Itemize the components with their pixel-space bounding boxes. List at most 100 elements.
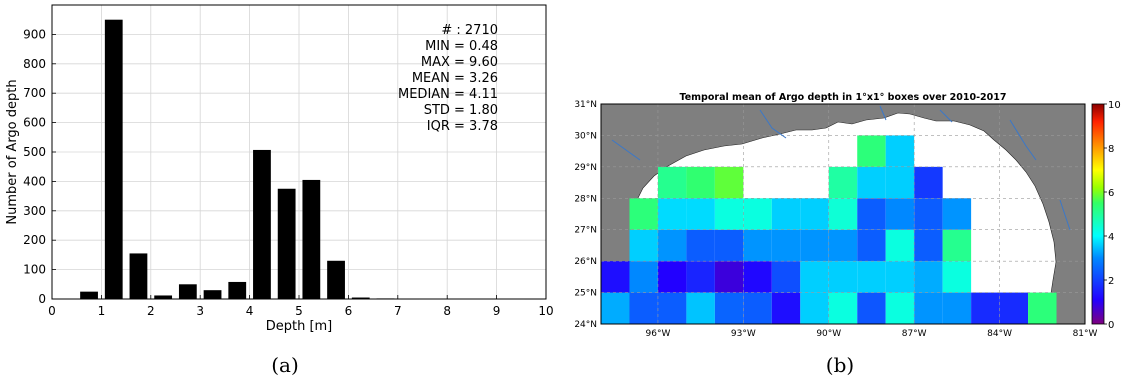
river-lines xyxy=(611,105,1071,231)
heatmap-cell xyxy=(942,198,972,230)
heatmap-cell xyxy=(657,166,687,199)
heatmap-cell xyxy=(942,292,972,324)
y-tick-label: 500 xyxy=(23,145,46,159)
heatmap-cell xyxy=(657,198,687,230)
stat-line: MAX = 9.60 xyxy=(421,55,498,70)
y-tick-label: 400 xyxy=(23,174,46,188)
heatmap-cell xyxy=(743,229,772,262)
heatmap-cell xyxy=(885,166,915,199)
histogram-x-label: Depth [m] xyxy=(266,319,333,334)
longitude-ticks: 96°W 93°W 90°W 87°W 84°W 81°W xyxy=(646,329,1098,339)
heatmap-cell xyxy=(857,198,886,230)
heatmap-cell xyxy=(914,292,943,324)
panel-label-a: (a) xyxy=(271,353,299,377)
histogram-panel: 0 1 2 3 4 5 6 7 8 9 10 0 100 200 300 400 500 600 700 800 90… xyxy=(5,4,554,377)
longitude-tick-label: 87°W xyxy=(902,329,927,339)
latitude-tick-label: 30°N xyxy=(574,131,597,141)
heatmap-cell xyxy=(1028,292,1057,324)
heatmap-cell xyxy=(743,198,772,230)
x-tick-label: 3 xyxy=(196,304,204,318)
latitude-tick-label: 28°N xyxy=(574,194,597,204)
longitude-tick-label: 81°W xyxy=(1073,329,1098,339)
heatmap-cell xyxy=(714,166,744,199)
x-tick-label: 7 xyxy=(394,304,402,318)
heatmap-cell xyxy=(857,229,886,262)
x-tick-label: 10 xyxy=(538,304,553,318)
latitude-tick-label: 29°N xyxy=(574,163,597,173)
histogram-y-label: Number of Argo depth xyxy=(5,79,20,224)
latitude-tick-label: 31°N xyxy=(574,100,597,110)
x-tick-label: 4 xyxy=(246,304,254,318)
y-tick-label: 600 xyxy=(23,116,46,130)
histogram-x-ticks: 0 1 2 3 4 5 6 7 8 9 10 xyxy=(48,295,554,318)
histogram-bar xyxy=(302,179,321,299)
y-tick-label: 700 xyxy=(23,86,46,100)
heatmap-cell xyxy=(885,198,915,230)
heatmap-cell xyxy=(885,135,915,167)
longitude-tick-label: 96°W xyxy=(646,329,671,339)
x-tick-label: 0 xyxy=(48,304,56,318)
map-panel: Temporal mean of Argo depth in 1°x1° box… xyxy=(574,92,1120,377)
heatmap-cell xyxy=(629,261,658,293)
heatmap-cell xyxy=(771,292,801,324)
heatmap-cell xyxy=(999,292,1029,324)
heatmap-cell xyxy=(857,166,886,199)
latitude-tick-label: 25°N xyxy=(574,289,597,299)
latitude-tick-label: 27°N xyxy=(574,226,597,236)
colorbar-tick-label: 2 xyxy=(1108,276,1114,287)
histogram-bar xyxy=(154,295,173,299)
y-tick-label: 800 xyxy=(23,57,46,71)
heatmap-cell xyxy=(686,261,715,293)
histogram-bar xyxy=(129,253,148,299)
x-tick-label: 9 xyxy=(493,304,501,318)
heatmap-cell xyxy=(714,229,744,262)
stat-line: IQR = 3.78 xyxy=(427,119,498,134)
heatmap-cell xyxy=(857,292,886,324)
panel-label-b: (b) xyxy=(826,353,854,377)
heatmap-cell xyxy=(771,261,801,293)
river-line xyxy=(1009,119,1037,161)
x-tick-label: 1 xyxy=(98,304,106,318)
histogram-bar xyxy=(351,297,370,299)
heatmap-cell xyxy=(601,292,630,324)
histogram-bar xyxy=(228,281,247,299)
heatmap-cell xyxy=(771,198,801,230)
heatmap-cell xyxy=(942,261,972,293)
y-tick-label: 0 xyxy=(38,292,46,306)
colorbar-tick-label: 6 xyxy=(1108,188,1114,199)
histogram-bar xyxy=(327,260,345,299)
heatmap-cell xyxy=(771,229,801,262)
histogram-bar xyxy=(104,19,123,299)
heatmap-cell xyxy=(914,198,943,230)
river-line xyxy=(759,109,787,139)
y-tick-label: 200 xyxy=(23,233,46,247)
heatmap-cell xyxy=(629,292,658,324)
heatmap-cell xyxy=(743,292,772,324)
heatmap-cell xyxy=(800,261,829,293)
heatmap-cell xyxy=(657,261,687,293)
heatmap-cells xyxy=(601,135,1057,324)
heatmap-cell xyxy=(743,261,772,293)
heatmap-cell xyxy=(942,229,972,262)
map-title: Temporal mean of Argo depth in 1°x1° box… xyxy=(680,92,1007,103)
heatmap-cell xyxy=(657,292,687,324)
heatmap-cell xyxy=(857,261,886,293)
histogram-bars xyxy=(80,19,543,300)
colorbar-tick-label: 10 xyxy=(1108,100,1121,111)
river-line xyxy=(879,105,887,121)
heatmap-cell xyxy=(914,261,943,293)
heatmap-cell xyxy=(828,261,858,293)
stat-line: STD = 1.80 xyxy=(424,103,498,118)
heatmap-cell xyxy=(686,229,715,262)
heatmap-cell xyxy=(828,166,858,199)
histogram-bar xyxy=(277,188,296,299)
heatmap-cell xyxy=(885,229,915,262)
map-frame xyxy=(600,103,1086,325)
heatmap-cell xyxy=(714,198,744,230)
heatmap-cell xyxy=(714,261,744,293)
y-tick-label: 300 xyxy=(23,204,46,218)
stat-line: MEAN = 3.26 xyxy=(412,71,498,86)
colorbar-tick-label: 0 xyxy=(1108,320,1114,331)
stat-line: # : 2710 xyxy=(441,23,498,38)
